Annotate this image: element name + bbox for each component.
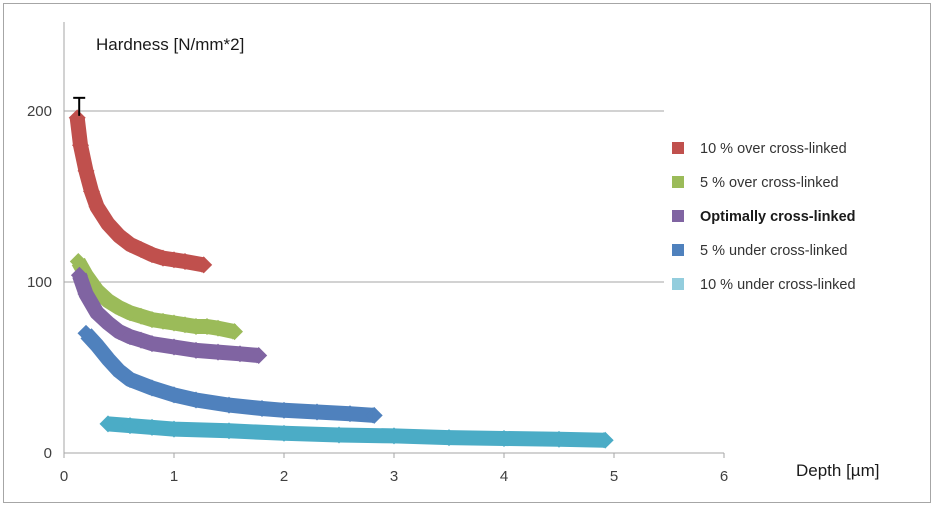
data-point	[220, 396, 238, 414]
error-bar	[73, 96, 86, 116]
data-point	[253, 400, 271, 417]
data-point	[495, 430, 513, 447]
data-point	[187, 318, 205, 335]
data-point	[77, 324, 95, 342]
data-point	[187, 391, 205, 409]
legend-label: 10 % under cross-linked	[700, 277, 856, 293]
series-2	[70, 266, 268, 364]
x-tick-label: 4	[500, 468, 508, 485]
tick-labels: 0 100 200 0 1 2 3 4 5 6	[27, 103, 728, 485]
data-point	[308, 403, 326, 421]
data-point	[121, 371, 139, 388]
chart-frame: 0 100 200 0 1 2 3 4 5 6 Hardness [N/mm*2] Depth […	[3, 3, 931, 503]
data-point	[187, 341, 205, 359]
x-tick-label: 6	[720, 468, 728, 485]
data-point	[99, 415, 117, 433]
series-0	[68, 96, 213, 274]
data-point	[209, 343, 227, 361]
grid-lines	[64, 110, 664, 283]
x-tick-label: 0	[60, 468, 68, 485]
data-point	[231, 345, 249, 363]
data-point	[550, 430, 568, 448]
data-point	[440, 429, 458, 447]
series-line	[107, 416, 606, 448]
series-end-cap	[232, 323, 243, 340]
data-point	[165, 251, 183, 269]
data-point	[143, 379, 161, 397]
legend-item-2: Optimally cross-linked	[672, 209, 856, 225]
data-point	[209, 319, 227, 337]
series-end-cap	[372, 407, 383, 424]
series-4	[99, 415, 614, 449]
x-tick-label: 1	[170, 468, 178, 485]
data-point	[99, 350, 117, 368]
y-tick-label: 200	[27, 103, 52, 120]
series-end-cap	[201, 256, 212, 273]
legend-swatch	[672, 142, 684, 154]
data-point	[121, 417, 139, 435]
data-point	[88, 304, 106, 322]
data-point	[69, 253, 87, 270]
data-point	[143, 311, 161, 329]
data-point	[154, 312, 172, 330]
data-point	[110, 362, 128, 380]
x-tick-label: 5	[610, 468, 618, 485]
series-3	[77, 324, 383, 424]
data-point	[88, 336, 106, 354]
legend-label: 5 % over cross-linked	[700, 175, 839, 191]
data-point	[110, 227, 128, 245]
data-point	[154, 249, 172, 267]
data-point	[275, 424, 293, 442]
data-point	[165, 314, 183, 332]
data-point	[330, 426, 348, 444]
legend-label: 5 % under cross-linked	[700, 243, 848, 259]
data-point	[99, 292, 117, 310]
legend-swatch	[672, 278, 684, 290]
data-point	[220, 422, 238, 440]
data-point	[70, 266, 88, 284]
data-point	[275, 401, 293, 419]
axes	[63, 22, 725, 458]
series-group	[68, 96, 614, 449]
data-point	[165, 420, 183, 438]
data-point	[341, 405, 359, 423]
data-point	[77, 285, 95, 303]
y-tick-label: 100	[27, 274, 52, 291]
data-point	[176, 316, 194, 334]
legend: 10 % over cross-linked 5 % over cross-lin…	[672, 141, 856, 293]
data-point	[88, 198, 106, 216]
data-point	[99, 215, 117, 233]
legend-swatch	[672, 176, 684, 188]
y-axis-title: Hardness [N/mm*2]	[96, 35, 244, 54]
hardness-depth-chart: 0 100 200 0 1 2 3 4 5 6 Hardness [N/mm*2] Depth […	[27, 22, 880, 485]
y-tick-label: 0	[44, 445, 52, 462]
data-point	[143, 335, 161, 353]
legend-swatch	[672, 210, 684, 222]
data-point	[165, 338, 183, 356]
series-end-cap	[603, 432, 614, 449]
data-point	[198, 318, 216, 335]
legend-swatch	[672, 244, 684, 256]
x-tick-label: 3	[390, 468, 398, 485]
legend-label: 10 % over cross-linked	[700, 141, 847, 157]
x-tick-label: 2	[280, 468, 288, 485]
legend-item-1: 5 % over cross-linked	[672, 175, 839, 191]
data-point	[176, 253, 194, 270]
data-point	[165, 386, 183, 404]
data-point	[385, 427, 403, 445]
legend-item-3: 5 % under cross-linked	[672, 243, 848, 259]
series-end-cap	[256, 347, 267, 364]
legend-label: Optimally cross-linked	[700, 209, 856, 225]
data-point	[77, 162, 95, 180]
x-axis-title: Depth [µm]	[796, 461, 880, 480]
legend-item-0: 10 % over cross-linked	[672, 141, 847, 157]
data-point	[143, 418, 161, 436]
data-point	[83, 182, 100, 200]
legend-item-4: 10 % under cross-linked	[672, 277, 856, 293]
data-point	[72, 136, 89, 154]
data-point	[68, 109, 86, 127]
data-point	[99, 314, 117, 332]
